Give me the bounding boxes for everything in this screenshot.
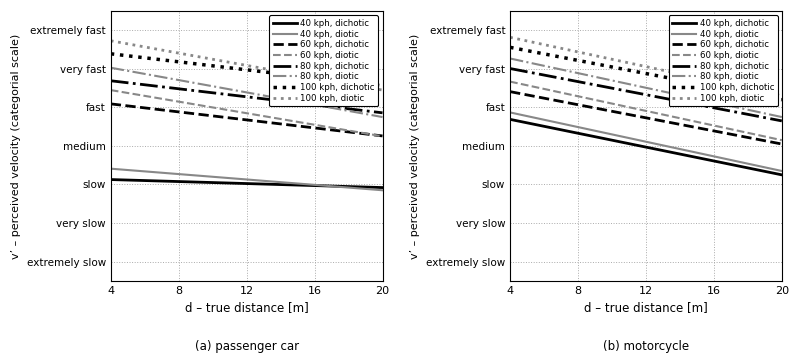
Y-axis label: v’ – perceived velocity (categorial scale): v’ – perceived velocity (categorial scal… [410,33,421,258]
X-axis label: d – true distance [m]: d – true distance [m] [185,301,309,314]
Legend: 40 kph, dichotic, 40 kph, diotic, 60 kph, dichotic, 60 kph, diotic, 80 kph, dich: 40 kph, dichotic, 40 kph, diotic, 60 kph… [270,15,378,106]
Legend: 40 kph, dichotic, 40 kph, diotic, 60 kph, dichotic, 60 kph, diotic, 80 kph, dich: 40 kph, dichotic, 40 kph, diotic, 60 kph… [669,15,778,106]
Text: (a) passenger car: (a) passenger car [194,340,298,353]
X-axis label: d – true distance [m]: d – true distance [m] [584,301,708,314]
Y-axis label: v’ – perceived velocity (categorial scale): v’ – perceived velocity (categorial scal… [11,33,21,258]
Text: (b) motorcycle: (b) motorcycle [603,340,689,353]
